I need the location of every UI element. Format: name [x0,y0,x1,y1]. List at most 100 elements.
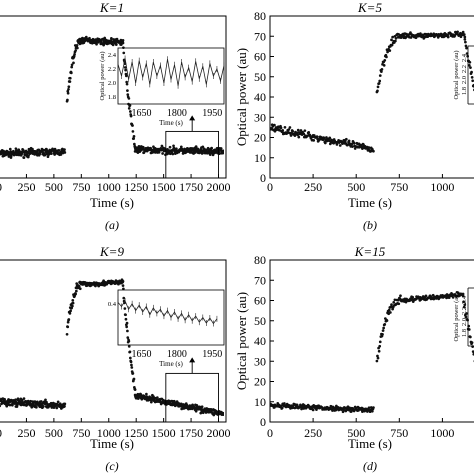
data-point [127,107,131,110]
data-point [101,38,105,41]
x-tick-label: 0 [267,426,273,440]
data-point [372,149,375,153]
data-point [194,409,198,413]
data-point [30,405,34,409]
data-point [385,319,389,322]
data-point [0,404,2,408]
inset-y-tick-label: 2.4 [108,52,117,59]
data-point [111,43,115,47]
data-point [381,332,384,336]
y-tick-label: 50 [254,70,266,84]
data-point [132,137,135,140]
y-tick-label: 10 [254,395,266,409]
data-point [141,145,145,149]
data-point [125,325,129,329]
data-point [123,307,127,310]
data-point [74,292,77,296]
data-point [126,89,129,92]
data-point [471,79,474,83]
inset-y-tick-label: 2.0 [461,76,468,84]
inset-y-tick-label: 0.4 [108,301,117,308]
data-point [376,354,379,358]
data-point [184,151,188,154]
data-point [128,110,132,113]
data-point [31,147,34,151]
data-point [121,41,125,45]
data-point [125,82,129,86]
x-tick-label: 1500 [152,180,176,194]
data-point [451,296,455,299]
plot-frame [269,15,474,179]
data-point [34,405,38,409]
data-point [399,294,402,298]
data-point [335,143,339,146]
y-tick-label: 40 [254,90,266,104]
data-point [388,49,392,52]
inset-y-tick-label: 1.8 [461,87,468,95]
inset-y-tick-label: 2.2 [461,65,468,73]
data-point [76,46,79,50]
data-point [71,304,74,308]
data-point [127,339,131,343]
x-axis-label: Time (s) [90,195,134,210]
data-point [22,397,26,400]
data-point [37,148,41,152]
x-tick-label: 250 [17,426,35,440]
data-point [464,44,468,48]
data-point [128,104,132,107]
data-point [222,150,224,153]
inset-y-axis-label: Optical power (au) [453,292,460,341]
data-point [378,340,382,344]
data-point [123,66,127,69]
x-tick-label: 500 [45,180,63,194]
data-point [75,44,79,47]
data-point [383,323,387,326]
data-point [467,328,471,331]
data-point [68,80,72,83]
x-tick-label: 750 [390,426,408,440]
data-point [283,125,287,129]
panel-d: 0 250 500 750 1000 0 10 20 30 40 50 60 70 80 Optical p… [234,244,474,473]
data-point [352,141,356,145]
x-tick-label: 1250 [124,180,148,194]
inset-x-tick-label: 1950 [202,349,222,360]
data-point [283,402,286,405]
y-tick-label: 80 [254,253,266,267]
data-point [114,43,118,46]
data-point [464,315,468,319]
data-point [63,151,67,154]
x-tick-label: 1000 [97,180,121,194]
y-tick-label: 0 [260,415,266,429]
data-point [145,392,148,396]
data-point [372,406,375,409]
data-point [125,80,129,84]
data-point [68,76,72,80]
data-point [287,128,291,131]
data-point [378,344,382,348]
data-point [130,366,134,369]
data-point [367,406,371,410]
x-tick-label: 500 [347,180,365,194]
data-point [122,296,126,300]
data-point [68,312,72,315]
y-tick-label: 80 [254,9,266,23]
data-point [200,152,204,155]
data-point [206,151,210,155]
inset-y-axis-label: Optical power (au) [99,51,106,100]
data-point [63,148,66,151]
inset-y-tick-label: 2.0 [108,80,116,87]
data-point [387,308,391,312]
x-tick-label: 250 [17,180,35,194]
inset-frame [117,47,225,105]
y-axis-label: Optical power (au) [234,292,249,390]
panel-caption: (d) [363,459,377,473]
data-point [20,398,24,402]
data-point [124,317,128,321]
data-point [63,402,67,406]
data-point [74,289,78,293]
x-tick-label: 1500 [152,426,176,440]
data-point [300,407,303,411]
x-tick-label: 500 [45,426,63,440]
data-point [200,405,204,409]
